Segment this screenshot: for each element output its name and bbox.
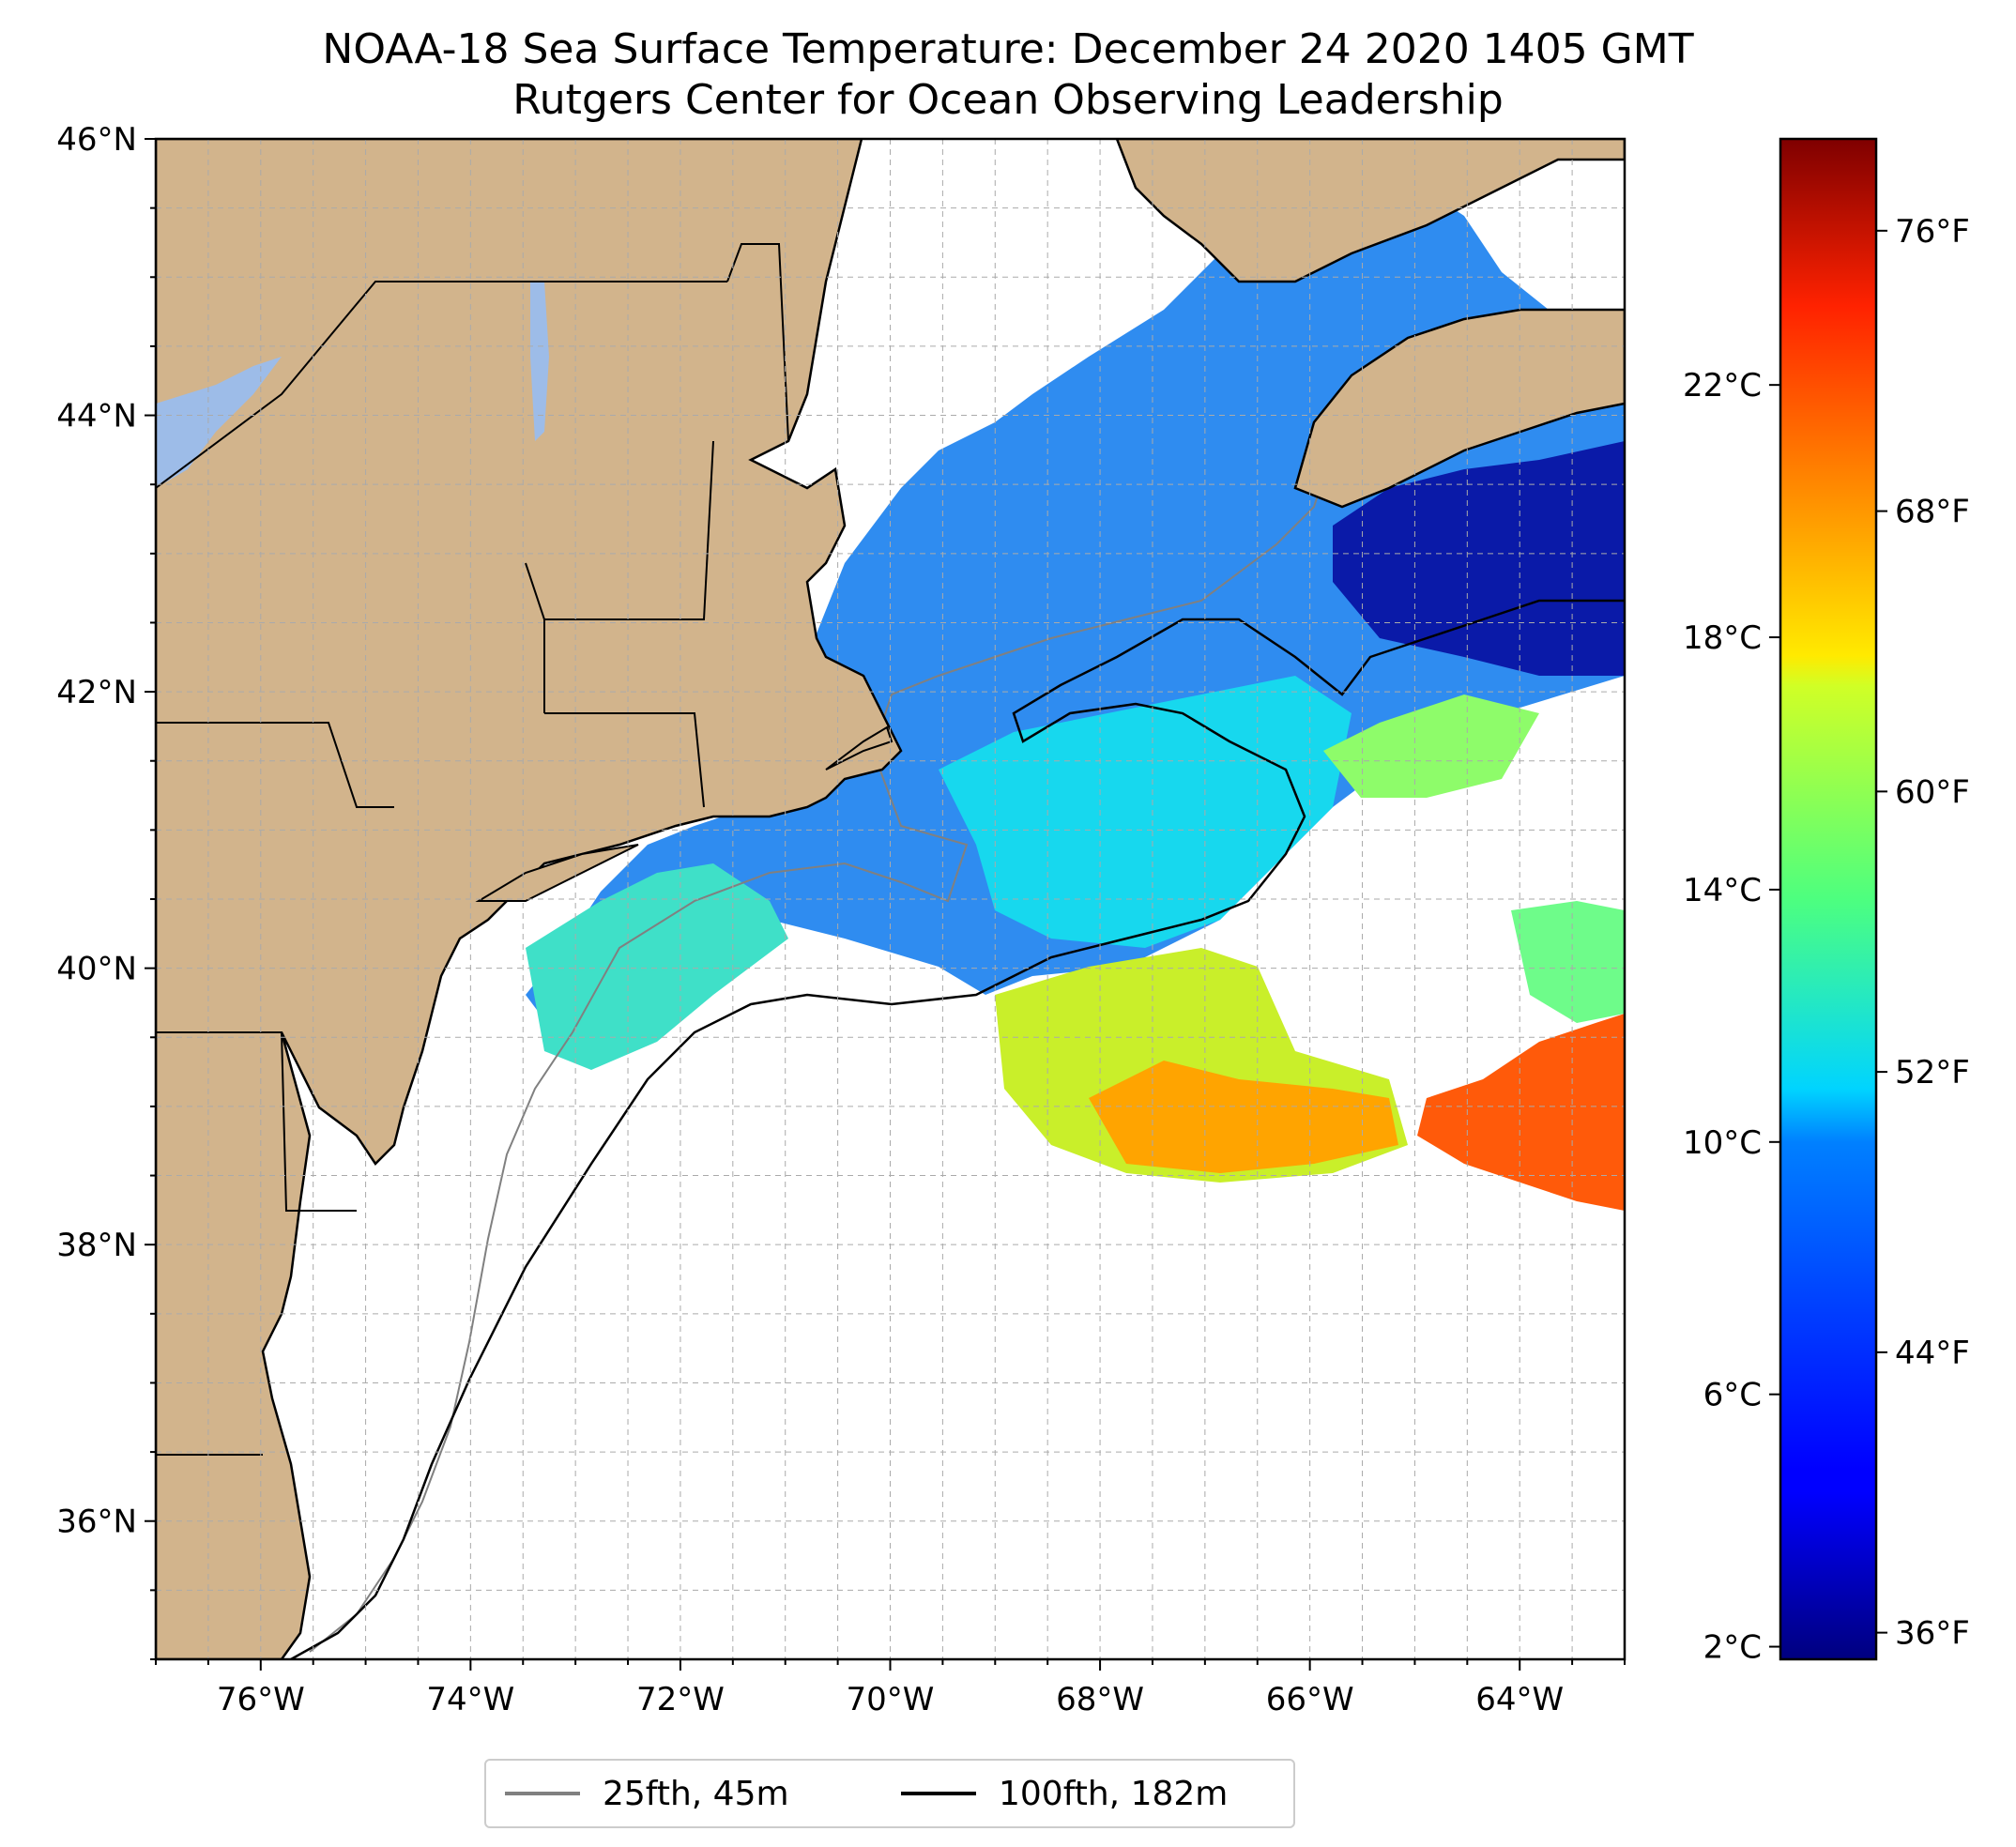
land-nova-scotia: [1293, 308, 1625, 509]
x-tick-label: 64°W: [1475, 1681, 1564, 1718]
legend-label-100fth: 100fth, 182m: [999, 1774, 1229, 1813]
celsius-tick-label: 6°C: [1703, 1377, 1762, 1414]
y-tick-label: 42°N: [56, 674, 137, 711]
land-new-brunswick: [1115, 139, 1625, 283]
land-cape-cod: [825, 725, 893, 771]
celsius-tick-label: 18°C: [1683, 619, 1762, 657]
land-long-island: [475, 844, 639, 902]
y-tick-label: 36°N: [56, 1504, 137, 1541]
sst-eastern-warm: [1417, 1014, 1625, 1211]
y-tick-label: 44°N: [56, 398, 137, 435]
state-boundaries: [156, 243, 789, 1456]
legend-swatch-100fth: [901, 1792, 976, 1795]
sst-nova-scotia-cold: [1333, 441, 1625, 676]
y-tick-label: 38°N: [56, 1227, 137, 1264]
y-tick-label: 46°N: [56, 121, 137, 159]
x-tick-label: 70°W: [847, 1681, 935, 1718]
sst-gulf-stream-warm: [1089, 1061, 1398, 1173]
celsius-tick-label: 10°C: [1683, 1124, 1762, 1162]
sst-eastern-green: [1511, 901, 1625, 1023]
fahrenheit-tick-label: 52°F: [1895, 1054, 1970, 1091]
celsius-tick-label: 14°C: [1683, 872, 1762, 909]
sst-mid-atlantic-shelf: [526, 863, 788, 1070]
fahrenheit-tick-label: 60°F: [1895, 773, 1970, 811]
lake-champlain: [530, 282, 549, 441]
x-tick-label: 68°W: [1056, 1681, 1144, 1718]
map-title: NOAA-18 Sea Surface Temperature: Decembe…: [322, 25, 1694, 73]
celsius-tick-label: 22°C: [1683, 367, 1762, 405]
legend-item-25fth: 25fth, 45m: [505, 1761, 789, 1826]
x-tick-label: 72°W: [636, 1681, 725, 1718]
x-tick-label: 74°W: [426, 1681, 514, 1718]
legend-item-100fth: 100fth, 182m: [901, 1761, 1228, 1826]
x-tick-label: 66°W: [1266, 1681, 1354, 1718]
legend-label-25fth: 25fth, 45m: [603, 1774, 789, 1813]
colorbar-gradient: [1779, 137, 1878, 1661]
isobath-25fth: [309, 346, 1625, 1653]
celsius-tick-label: 2°C: [1703, 1629, 1762, 1667]
map-axes: 76°W 74°W 72°W 70°W 68°W 66°W 64°W 46°N 44°N 42°N…: [56, 121, 1626, 1718]
fahrenheit-tick-label: 36°F: [1895, 1615, 1970, 1653]
fahrenheit-tick-label: 44°F: [1895, 1335, 1970, 1372]
lake-ontario: [156, 357, 282, 488]
graticule: [156, 139, 1625, 1659]
y-tick-label: 40°N: [56, 951, 137, 988]
map-subtitle: Rutgers Center for Ocean Observing Leade…: [512, 76, 1504, 124]
legend-swatch-25fth: [505, 1792, 580, 1795]
isobath-100fth: [290, 599, 1625, 1659]
legend: 25fth, 45m 100fth, 182m: [484, 1759, 1295, 1828]
fahrenheit-tick-label: 68°F: [1895, 494, 1970, 531]
sst-georges-bank: [939, 676, 1352, 948]
sst-shelf-edge-green: [1323, 695, 1539, 798]
x-tick-label: 76°W: [217, 1681, 305, 1718]
fahrenheit-tick-label: 76°F: [1895, 213, 1970, 251]
colorbar-axes: 2°C 6°C 10°C 14°C 18°C 22°C 36°F 44°F 52°F 60°F 68…: [1683, 213, 1970, 1667]
